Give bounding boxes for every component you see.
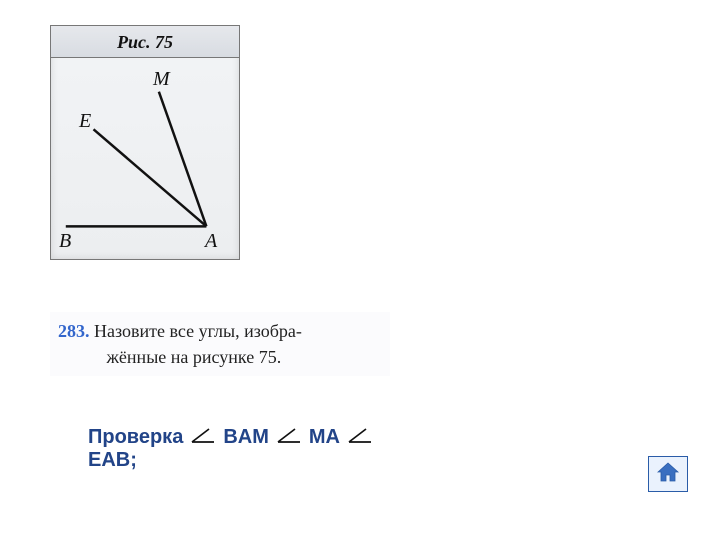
figure-body: M E B A bbox=[51, 58, 239, 259]
problem-text-line2: жённые на рисунке 75. bbox=[107, 347, 282, 367]
answer-block: Проверка BAM MA EAB; bbox=[88, 425, 374, 472]
answer-row-1: Проверка BAM MA bbox=[88, 425, 374, 449]
point-label-a: A bbox=[205, 230, 217, 253]
problem-number: 283. bbox=[58, 321, 90, 341]
point-label-e: E bbox=[79, 110, 91, 133]
answer-prefix: Проверка bbox=[88, 426, 183, 449]
point-label-m: M bbox=[153, 68, 170, 91]
angle-icon bbox=[346, 427, 374, 445]
answer-row-2: EAB; bbox=[88, 449, 374, 472]
point-label-b: B bbox=[59, 230, 71, 253]
angle-icon bbox=[275, 427, 303, 445]
angle-name-2: MA bbox=[309, 426, 340, 449]
angle-icon bbox=[189, 427, 217, 445]
problem-text-line1: Назовите все углы, изобра- bbox=[94, 321, 302, 341]
angle-name-1: BAM bbox=[223, 426, 269, 449]
figure-caption: Рис. 75 bbox=[51, 26, 239, 58]
home-button[interactable] bbox=[648, 456, 688, 492]
problem-text: 283. Назовите все углы, изобра- жённые н… bbox=[50, 312, 390, 376]
figure-75: Рис. 75 M E B A bbox=[50, 25, 240, 260]
home-icon bbox=[655, 460, 681, 489]
figure-svg bbox=[51, 58, 239, 259]
